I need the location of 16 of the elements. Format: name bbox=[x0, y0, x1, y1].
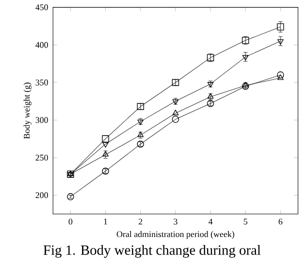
y-tick-label: 200 bbox=[36, 192, 48, 198]
x-axis-title: Oral administration period (week) bbox=[116, 231, 234, 239]
x-tick-label: 6 bbox=[278, 218, 282, 225]
caption: Fig 1. Body weight change during oral bbox=[44, 244, 261, 258]
y-tick-label: 300 bbox=[36, 117, 48, 123]
x-tick-label: 5 bbox=[244, 218, 248, 224]
y-tick-label: 400 bbox=[35, 42, 48, 48]
y-tick-label: 350 bbox=[36, 80, 48, 86]
x-tick-label: 3 bbox=[174, 218, 178, 225]
x-tick-label: 2 bbox=[138, 218, 142, 224]
y-tick-label: 250 bbox=[36, 154, 48, 161]
x-tick-label: 1 bbox=[104, 218, 108, 224]
x-tick-label: 0 bbox=[68, 218, 72, 225]
y-axis-title: Body weight (g) bbox=[24, 82, 32, 139]
x-tick-label: 4 bbox=[208, 218, 213, 224]
y-tick-label: 450 bbox=[35, 4, 48, 10]
